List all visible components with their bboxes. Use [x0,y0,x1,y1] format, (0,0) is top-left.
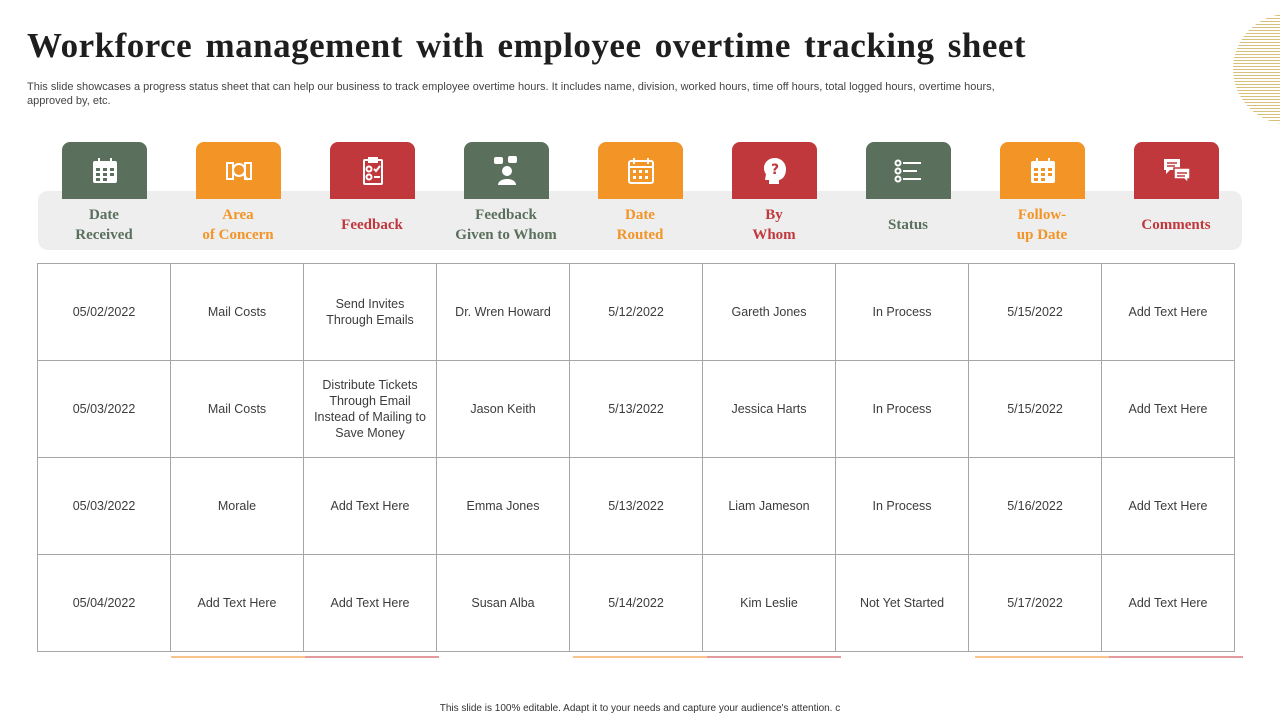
table-cell: 05/02/2022 [37,263,171,361]
table-cell: Add Text Here [170,554,304,652]
column-header-area-of-concern: Area of Concern [202,207,274,243]
table-row: 05/03/2022 Mail Costs Distribute Tickets… [37,360,1235,458]
column-accent-underline [573,656,707,658]
table-cell: Jessica Harts [702,360,836,458]
column-header-feedback-given-to-whom: Feedback Given to Whom [455,207,557,243]
column-header-comments: Comments [1141,217,1211,233]
table-cell: Morale [170,457,304,555]
column-accent-underline [975,656,1109,658]
head-question-icon: ? [732,142,817,199]
table-cell: Add Text Here [1101,457,1235,555]
table-cell: Kim Leslie [702,554,836,652]
column-header-date-routed: Date Routed [616,207,664,243]
table-cell: Send Invites Through Emails [303,263,437,361]
table-cell: In Process [835,457,969,555]
table-cell: Liam Jameson [702,457,836,555]
table-cell: Add Text Here [303,554,437,652]
table-cell: 5/17/2022 [968,554,1102,652]
table-cell: Add Text Here [303,457,437,555]
footer-note: This slide is 100% editable. Adapt it to… [439,703,841,714]
table-cell: 5/13/2022 [569,360,703,458]
column-accent-underline [707,656,841,658]
table-cell: Mail Costs [170,263,304,361]
column-accent-underline [1109,656,1243,658]
table-cell: In Process [835,360,969,458]
table-cell: 5/14/2022 [569,554,703,652]
table-cell: Gareth Jones [702,263,836,361]
table-cell: Dr. Wren Howard [436,263,570,361]
calendar-icon [62,142,147,199]
table-cell: 5/16/2022 [968,457,1102,555]
table-row: 05/04/2022 Add Text Here Add Text Here S… [37,554,1235,652]
column-accent-underline [171,656,305,658]
table-cell: Mail Costs [170,360,304,458]
table-cell: Add Text Here [1101,554,1235,652]
column-header-follow-up-date: Follow-up Date [1016,207,1068,243]
table-cell: 05/03/2022 [37,360,171,458]
page-description: This slide showcases a progress status s… [27,81,995,107]
page-title: Workforce management with employee overt… [27,26,1027,65]
table-cell: Add Text Here [1101,360,1235,458]
table-cell: Add Text Here [1101,263,1235,361]
table-row: 05/02/2022 Mail Costs Send Invites Throu… [37,263,1235,361]
table-cell: In Process [835,263,969,361]
table-cell: Emma Jones [436,457,570,555]
table-cell: Not Yet Started [835,554,969,652]
column-header-date-received: Date Received [75,207,133,243]
table-cell: 05/04/2022 [37,554,171,652]
svg-text:?: ? [770,162,778,178]
chat-bubbles-icon [1134,142,1219,199]
person-chat-icon [464,142,549,199]
search-document-icon [196,142,281,199]
table-cell: Susan Alba [436,554,570,652]
calendar-grid-icon [598,142,683,199]
table-cell: 5/12/2022 [569,263,703,361]
tracking-table: 05/02/2022 Mail Costs Send Invites Throu… [37,263,1235,652]
table-cell: Distribute Tickets Through Email Instead… [303,360,437,458]
status-sliders-icon [866,142,951,199]
table-row: 05/03/2022 Morale Add Text Here Emma Jon… [37,457,1235,555]
column-header-status: Status [887,217,928,233]
column-header-feedback: Feedback [341,217,403,233]
calendar-icon [1000,142,1085,199]
table-cell: 05/03/2022 [37,457,171,555]
table-cell: Jason Keith [436,360,570,458]
column-header-by-whom: By Whom [752,207,796,243]
table-cell: 5/15/2022 [968,263,1102,361]
table-cell: 5/15/2022 [968,360,1102,458]
table-cell: 5/13/2022 [569,457,703,555]
feedback-clipboard-icon [330,142,415,199]
column-accent-underline [305,656,439,658]
decorative-circle [1233,14,1280,124]
header-band [38,191,1242,250]
